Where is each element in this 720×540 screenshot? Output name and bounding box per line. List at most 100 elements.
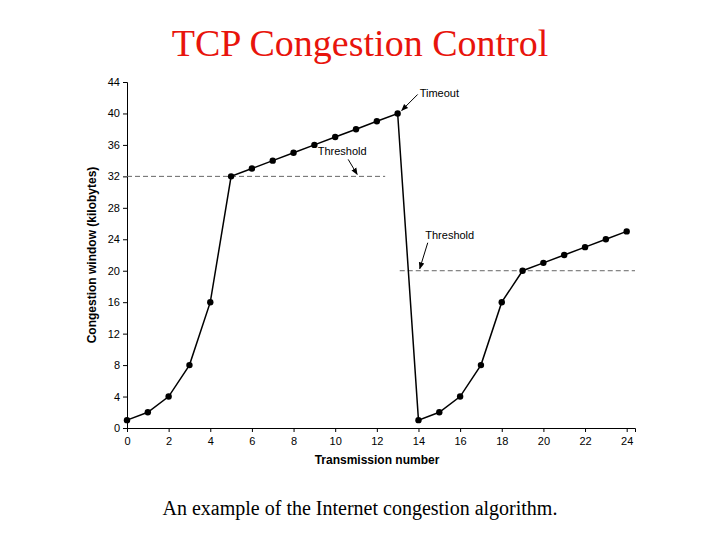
y-tick: 20: [108, 265, 127, 277]
data-point: [582, 244, 588, 250]
data-point: [145, 409, 151, 415]
x-tick-mark: [252, 428, 253, 432]
x-tick: 20: [538, 428, 550, 447]
y-tick-label: 0: [114, 422, 120, 434]
y-tick: 28: [108, 202, 127, 214]
y-tick-label: 40: [108, 107, 120, 119]
x-axis: 024681012141618202224: [124, 428, 635, 447]
y-axis: 0 4 8 12 16 20 24 28 32 36 40 44: [108, 76, 128, 434]
data-point: [270, 157, 276, 163]
annotations: ThresholdThresholdTimeout: [318, 87, 474, 268]
data-point: [561, 252, 567, 258]
y-tick: 44: [108, 76, 127, 88]
y-tick-label: 4: [114, 391, 120, 403]
data-point: [519, 268, 525, 274]
x-axis-title: Transmission number: [315, 453, 440, 467]
x-tick: 12: [371, 428, 383, 447]
x-tick-label: 0: [124, 435, 130, 447]
y-tick-mark: [123, 365, 127, 366]
y-tick-label: 8: [114, 359, 120, 371]
x-tick-label: 12: [371, 435, 383, 447]
threshold-line: [400, 270, 635, 271]
y-tick-mark: [123, 334, 127, 335]
x-tick-mark: [543, 428, 544, 432]
data-point: [478, 362, 484, 368]
x-tick-label: 24: [621, 435, 633, 447]
annotation-arrow: [402, 94, 418, 110]
y-tick: 0: [114, 422, 127, 434]
plot-area: [124, 110, 635, 423]
x-tick: 24: [621, 428, 633, 447]
y-tick-label: 20: [108, 265, 120, 277]
x-tick: 2: [166, 428, 172, 447]
x-tick-mark: [377, 428, 378, 432]
x-tick-label: 6: [249, 435, 255, 447]
y-tick-label: 36: [108, 139, 120, 151]
data-point: [415, 417, 421, 423]
data-line: [127, 113, 627, 420]
y-tick-label: 32: [108, 170, 120, 182]
title: TCP Congestion Control: [172, 22, 549, 64]
data-point: [186, 362, 192, 368]
x-tick-mark: [210, 428, 211, 432]
x-tick-mark: [460, 428, 461, 432]
y-tick-mark: [123, 113, 127, 114]
threshold-label: Threshold: [425, 229, 474, 241]
y-tick-label: 44: [108, 76, 120, 88]
y-tick: 16: [108, 296, 127, 308]
y-axis-title: Congestion window (kilobytes): [85, 167, 99, 344]
y-tick-label: 28: [108, 202, 120, 214]
y-tick-mark: [123, 176, 127, 177]
data-point: [603, 236, 609, 242]
y-tick-label: 24: [108, 233, 120, 245]
data-point: [332, 134, 338, 140]
y-tick: 8: [114, 359, 127, 371]
data-point: [249, 165, 255, 171]
x-tick-label: 8: [291, 435, 297, 447]
data-point: [311, 142, 317, 148]
y-tick-mark: [123, 397, 127, 398]
x-tick-label: 14: [413, 435, 425, 447]
data-point: [290, 150, 296, 156]
x-tick: 14: [413, 428, 425, 447]
annotation-arrow: [420, 243, 428, 269]
x-tick-mark: [585, 428, 586, 432]
x-tick-label: 10: [330, 435, 342, 447]
data-point: [207, 299, 213, 305]
x-tick: 0: [124, 428, 130, 447]
y-tick-mark: [123, 302, 127, 303]
x-axis-line: [128, 429, 636, 433]
x-tick-mark: [627, 428, 628, 432]
x-tick-mark: [418, 428, 419, 432]
data-point: [165, 393, 171, 399]
x-tick: 22: [579, 428, 591, 447]
data-point: [457, 393, 463, 399]
y-tick-label: 12: [108, 328, 120, 340]
threshold-line: [127, 176, 385, 177]
y-axis-line: [123, 83, 128, 429]
x-tick-mark: [169, 428, 170, 432]
x-tick-label: 4: [208, 435, 214, 447]
y-tick: 32: [108, 170, 127, 182]
annotation-label: Timeout: [420, 87, 459, 99]
caption: An example of the Internet congestion al…: [163, 497, 558, 520]
data-point: [228, 173, 234, 179]
x-tick-mark: [502, 428, 503, 432]
x-tick: 6: [249, 428, 255, 447]
y-tick: 4: [114, 391, 127, 403]
data-point: [353, 126, 359, 132]
x-tick-label: 18: [496, 435, 508, 447]
x-tick-label: 20: [538, 435, 550, 447]
y-tick: 36: [108, 139, 127, 151]
annotation-arrow: [348, 159, 357, 174]
y-tick-label: 16: [108, 296, 120, 308]
y-tick-mark: [123, 145, 127, 146]
y-tick: 12: [108, 328, 127, 340]
y-tick-mark: [123, 82, 127, 83]
x-tick: 16: [454, 428, 466, 447]
x-tick-label: 22: [579, 435, 591, 447]
x-tick: 4: [208, 428, 214, 447]
x-tick-label: 2: [166, 435, 172, 447]
x-tick-label: 16: [454, 435, 466, 447]
data-point: [374, 118, 380, 124]
